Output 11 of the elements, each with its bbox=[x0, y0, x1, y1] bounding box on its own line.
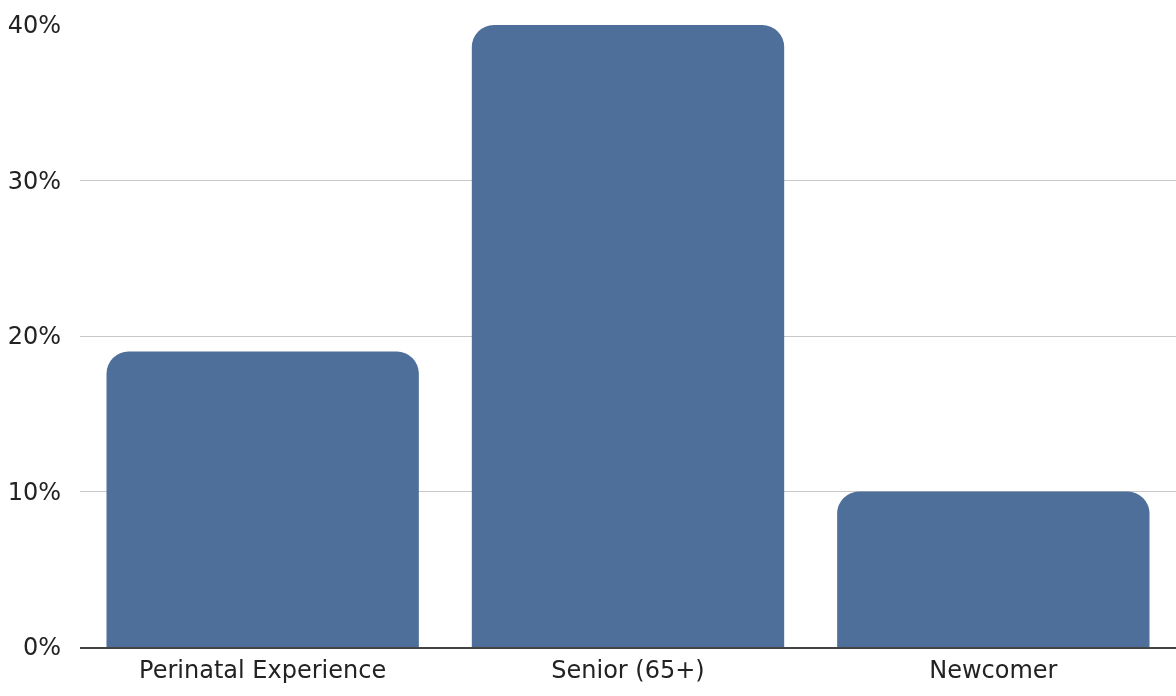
bar bbox=[471, 25, 785, 647]
bar bbox=[106, 351, 419, 647]
bar bbox=[837, 491, 1150, 647]
y-tick-label: 0% bbox=[22, 633, 61, 662]
x-tick-label: Senior (65+) bbox=[551, 655, 705, 684]
y-tick-label: 20% bbox=[7, 322, 61, 351]
y-tick-label: 40% bbox=[7, 11, 61, 40]
x-tick-label: Perinatal Experience bbox=[139, 655, 387, 684]
y-tick-label: 30% bbox=[7, 166, 61, 195]
y-tick-label: 10% bbox=[7, 477, 61, 506]
x-tick-label: Newcomer bbox=[929, 655, 1058, 684]
